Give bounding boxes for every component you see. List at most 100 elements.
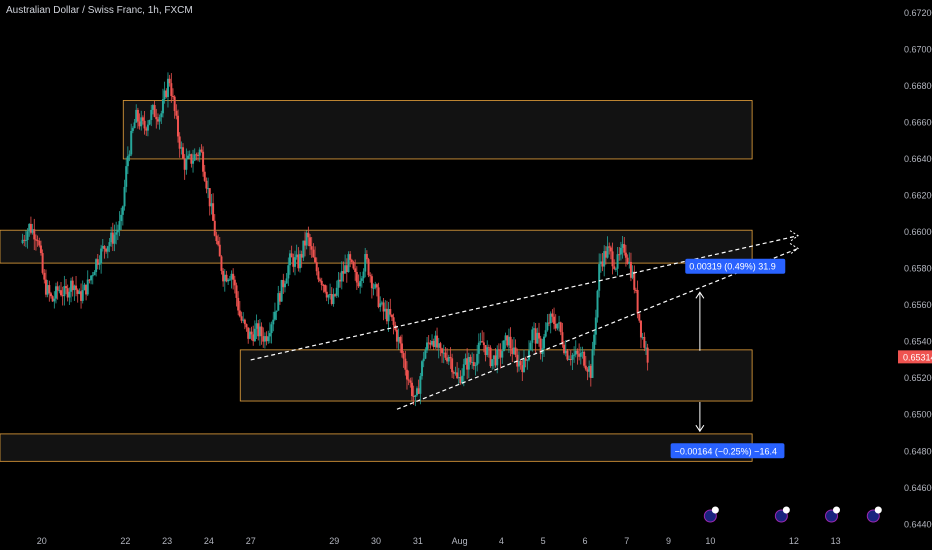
candle-body-314 <box>546 322 549 331</box>
candle-body-251 <box>441 348 444 354</box>
candle-body-61 <box>123 186 126 207</box>
candle-body-40 <box>88 279 91 281</box>
flag-au-icon-3 <box>866 509 880 523</box>
candle-body-292 <box>509 336 512 349</box>
candle-body-176 <box>315 262 318 272</box>
candle-body-229 <box>404 358 407 370</box>
candle-body-83 <box>160 113 163 118</box>
candle-body-167 <box>300 254 303 258</box>
candle-body-336 <box>583 351 586 366</box>
candle-body-29 <box>70 280 73 292</box>
candle-body-147 <box>267 336 270 342</box>
candle-body-123 <box>227 279 230 282</box>
candle-body-290 <box>506 335 509 346</box>
candle-body-338 <box>586 369 589 372</box>
candle-body-129 <box>237 297 240 311</box>
candle-body-68 <box>135 109 138 123</box>
candle-body-329 <box>571 355 574 360</box>
measure-label-1: −0.00164 (−0.25%) −16.4 <box>675 446 777 456</box>
trendline-1 <box>396 247 799 410</box>
candle-body-171 <box>307 232 310 238</box>
candle-body-317 <box>551 313 554 317</box>
candle-body-207 <box>367 259 370 276</box>
x-tick-7: 31 <box>413 536 423 546</box>
candle-body-42 <box>91 275 94 277</box>
candle-body-191 <box>340 271 343 282</box>
candle-body-321 <box>558 322 561 324</box>
candle-body-285 <box>497 349 500 351</box>
candle-body-99 <box>187 155 190 159</box>
candle-body-63 <box>126 156 129 167</box>
candle-body-142 <box>258 326 261 337</box>
candle-body-264 <box>462 364 465 376</box>
time-axis: 20 22 23 24 27 29 30 31 Aug 4 5 6 7 9 10 12 13 <box>0 528 932 550</box>
candle-body-354 <box>613 266 616 269</box>
candle-body-250 <box>439 343 442 349</box>
event-badge-1 <box>782 506 790 514</box>
x-tick-8: Aug <box>452 536 468 546</box>
candle-body-106 <box>198 149 201 156</box>
candle-body-133 <box>243 319 246 325</box>
candle-body-10 <box>38 240 41 246</box>
candle-body-1 <box>23 239 26 241</box>
candle-body-269 <box>471 362 474 364</box>
candle-body-267 <box>467 356 470 370</box>
candle-body-348 <box>603 251 606 267</box>
candle-body-0 <box>21 239 24 243</box>
candle-body-88 <box>168 78 171 84</box>
candle-body-116 <box>215 235 218 242</box>
candle-body-139 <box>253 328 256 342</box>
candle-body-121 <box>223 274 226 282</box>
x-tick-9: 4 <box>499 536 504 546</box>
candle-body-17 <box>49 293 52 297</box>
candle-body-337 <box>584 365 587 370</box>
candle-body-245 <box>431 340 434 345</box>
candle-body-193 <box>344 265 347 274</box>
candle-body-118 <box>218 244 221 257</box>
candle-body-243 <box>427 342 430 344</box>
candle-body-25 <box>63 286 66 297</box>
candle-body-262 <box>459 376 462 384</box>
candle-body-299 <box>521 365 524 373</box>
candle-body-343 <box>594 317 597 335</box>
candle-body-33 <box>76 289 79 294</box>
candle-body-297 <box>517 361 520 367</box>
candle-body-187 <box>334 294 337 296</box>
candle-body-149 <box>270 324 273 334</box>
candle-body-109 <box>203 171 206 181</box>
candle-body-93 <box>177 115 179 137</box>
candle-body-301 <box>524 358 527 361</box>
x-tick-4: 27 <box>246 536 256 546</box>
candle-body-110 <box>205 180 208 189</box>
candle-body-351 <box>608 246 611 248</box>
candle-body-136 <box>248 331 251 339</box>
candle-body-199 <box>354 268 357 273</box>
candle-body-318 <box>553 316 556 324</box>
candle-body-300 <box>522 358 525 373</box>
candle-body-305 <box>531 329 534 343</box>
candle-body-350 <box>606 246 609 258</box>
candle-body-14 <box>44 279 47 295</box>
candle-body-100 <box>188 154 191 156</box>
candle-body-137 <box>250 331 253 335</box>
candle-body-144 <box>262 336 265 342</box>
candle-body-236 <box>416 388 419 396</box>
candle-body-103 <box>193 154 196 161</box>
candle-body-185 <box>330 294 333 304</box>
candle-body-58 <box>118 221 121 231</box>
x-tick-14: 10 <box>705 536 715 546</box>
candle-body-89 <box>170 83 173 97</box>
measure-arrowhead-1 <box>695 424 705 433</box>
candle-body-371 <box>641 336 644 338</box>
event-badge-count-0: 2 <box>714 508 718 514</box>
candle-body-170 <box>305 232 308 246</box>
candle-body-200 <box>355 272 358 283</box>
candle-body-26 <box>65 286 68 289</box>
event-badge-2 <box>833 506 841 514</box>
candle-body-222 <box>392 317 395 325</box>
candle-body-157 <box>283 283 286 288</box>
candle-body-104 <box>195 154 198 156</box>
candle-body-202 <box>359 280 362 287</box>
